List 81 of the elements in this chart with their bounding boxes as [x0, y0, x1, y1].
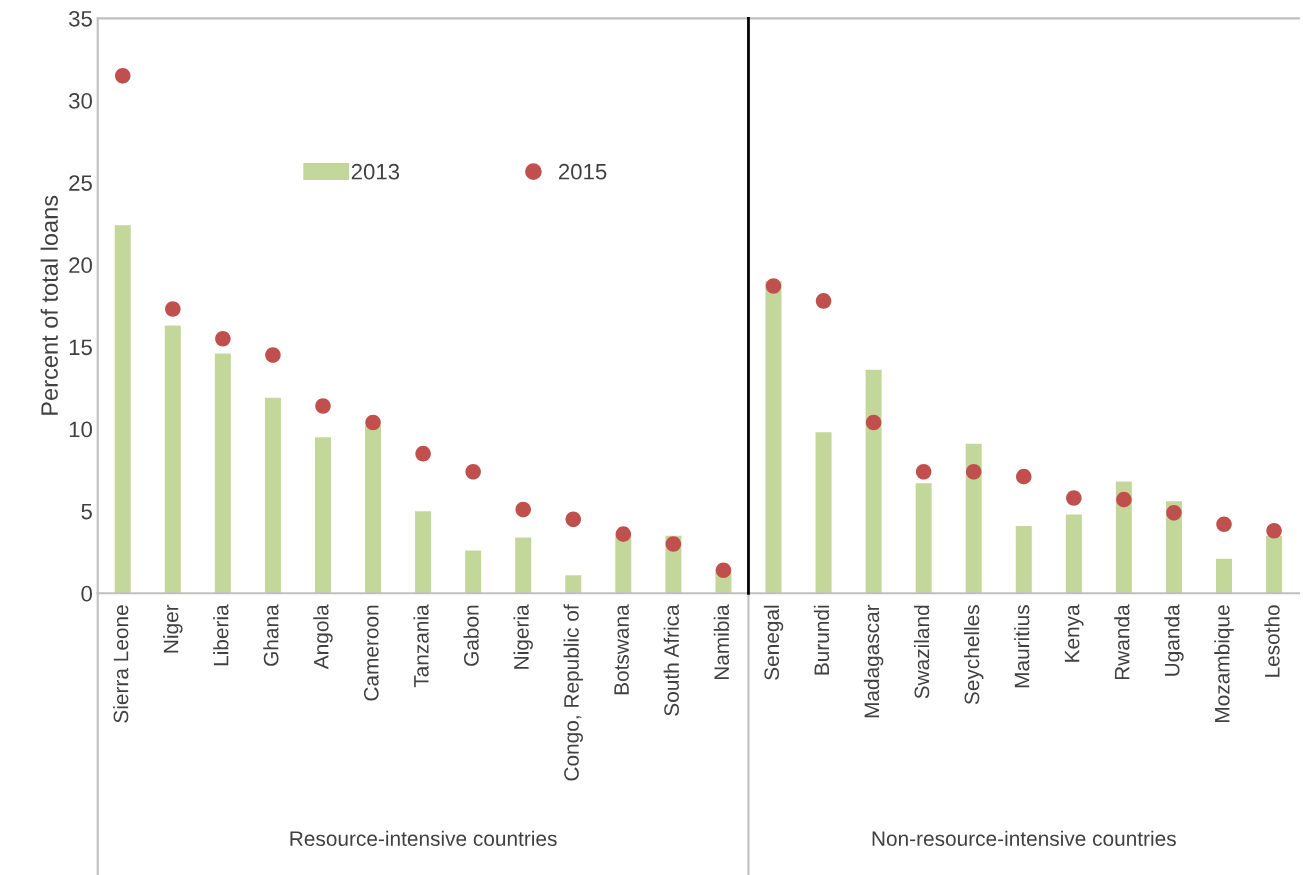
point: [615, 526, 632, 542]
point: [665, 536, 682, 552]
x-tick-label: Kenya: [1064, 604, 1084, 662]
point: [315, 398, 331, 414]
point: [915, 463, 932, 480]
bar: [164, 325, 181, 594]
point: [1066, 490, 1082, 506]
bar: [314, 437, 331, 594]
x-tick-label: Gabon: [463, 605, 479, 666]
point: [165, 301, 181, 317]
point: [565, 511, 582, 528]
point: [465, 463, 481, 480]
text: Resource-intensive countries: [290, 830, 557, 847]
x-tick-label: Swaziland: [913, 605, 930, 699]
text: Non-resource-intensive countries: [872, 830, 1176, 847]
x-tick-label: Botswana: [614, 604, 629, 695]
x-tick-label: Congo, Republic of: [563, 604, 583, 781]
y-tick-label: 0: [81, 585, 92, 602]
y-tick-label: 30: [69, 93, 92, 109]
bar: [264, 397, 281, 594]
point: [965, 463, 982, 480]
point: [715, 562, 732, 579]
point: [365, 414, 381, 431]
legend-label: 2013: [351, 163, 400, 180]
x-tick-label: Ghana: [263, 604, 279, 666]
y-tick-label: 35: [69, 10, 92, 27]
bar: [515, 537, 532, 594]
x-tick-label: South Africa: [663, 604, 679, 716]
x-tick-label: Niger: [163, 604, 183, 653]
x-tick-label: Mauritius: [1014, 605, 1030, 688]
x-tick-label: Tanzania: [413, 604, 429, 688]
y-tick-label: 20: [69, 257, 92, 274]
bar: [415, 511, 432, 594]
point: [114, 68, 131, 84]
bar: [465, 550, 482, 594]
bar: [815, 432, 832, 594]
bar: [1266, 535, 1283, 594]
x-tick-label: Madagascar: [863, 604, 884, 718]
x-tick-label: Sierra Leone: [113, 605, 129, 723]
point: [1016, 468, 1032, 485]
point: [765, 278, 782, 294]
point: [865, 414, 882, 431]
bar: [965, 443, 982, 594]
x-tick-label: Namibia: [713, 604, 730, 680]
x-tick-label: Nigeria: [513, 604, 533, 669]
bar: [565, 575, 582, 594]
point: [815, 293, 832, 309]
point: [415, 445, 431, 462]
point: [1266, 523, 1282, 539]
bar: [615, 535, 632, 594]
x-tick-label: Mozambique: [1214, 605, 1234, 722]
point: [1116, 491, 1132, 508]
bar: [915, 483, 932, 594]
x-tick-label: Senegal: [763, 605, 784, 680]
point: [1216, 516, 1232, 533]
x-tick-label: Cameroon: [363, 605, 379, 701]
bar: [1015, 525, 1032, 594]
x-tick-label: Uganda: [1164, 604, 1184, 676]
bar: [865, 369, 882, 594]
bar: [1216, 558, 1233, 594]
y-tick-label: 10: [69, 421, 92, 438]
x-tick-label: Seychelles: [964, 605, 984, 705]
point: [515, 501, 531, 518]
y-tick-label: 15: [69, 339, 92, 356]
y-tick-label: 5: [81, 503, 92, 520]
x-tick-label: Rwanda: [1114, 604, 1130, 680]
point: [265, 347, 281, 363]
point: [215, 330, 231, 347]
x-tick-label: Lesotho: [1264, 605, 1280, 677]
x-tick-label: Angola: [313, 604, 333, 670]
x-tick-label: Burundi: [813, 605, 830, 675]
y-axis-title: Percent of total loans: [40, 195, 58, 415]
y-tick-label: 25: [69, 175, 92, 191]
bar: [214, 353, 231, 594]
bar: [114, 225, 131, 594]
legend-label: 2015: [558, 163, 607, 180]
bar: [365, 425, 382, 594]
point: [1166, 505, 1182, 521]
bar: [765, 281, 782, 594]
x-tick-label: Liberia: [213, 604, 229, 666]
bar: [1065, 514, 1082, 594]
